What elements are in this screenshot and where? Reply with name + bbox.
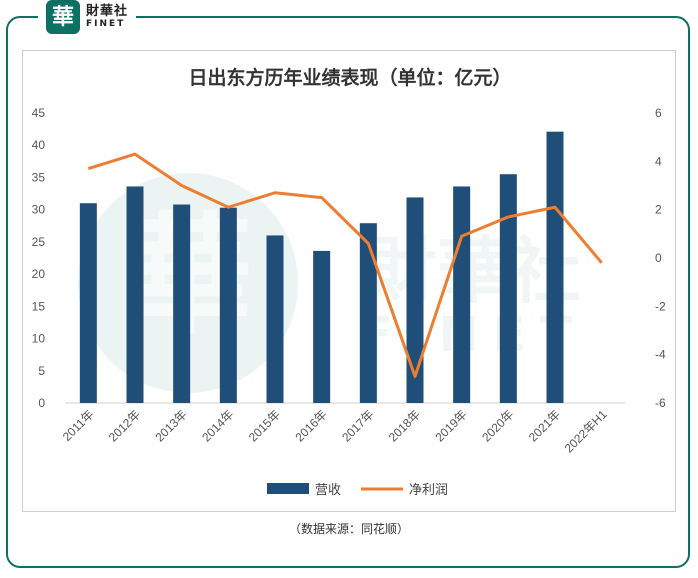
x-tick-label: 2017年 — [339, 407, 376, 444]
y-right-tick-label: -2 — [655, 299, 666, 313]
y-left-tick-label: 10 — [32, 332, 46, 346]
legend-revenue-label: 营收 — [315, 483, 341, 498]
y-left-tick-label: 45 — [32, 106, 46, 120]
y-left-tick-label: 15 — [32, 299, 46, 313]
bar-revenue-2021年 — [546, 131, 564, 403]
bar-revenue-2018年 — [406, 197, 424, 403]
y-right-tick-label: -4 — [655, 348, 666, 362]
y-left-tick-label: 20 — [32, 267, 46, 281]
bar-revenue-2019年 — [453, 186, 471, 403]
x-tick-label: 2021年 — [526, 407, 563, 444]
y-right-tick-label: 2 — [655, 203, 662, 217]
brand-logo: 華 財華社 FINET — [38, 0, 137, 34]
y-left-tick-label: 30 — [32, 203, 46, 217]
x-tick-label: 2019年 — [433, 407, 470, 444]
x-tick-label: 2020年 — [479, 407, 516, 444]
bar-revenue-2016年 — [313, 250, 331, 403]
x-tick-label: 2018年 — [386, 407, 423, 444]
legend-net-profit-label: 净利润 — [409, 483, 448, 498]
brand-name-en: FINET — [86, 19, 126, 29]
x-tick-label: 2015年 — [246, 407, 283, 444]
bar-revenue-2020年 — [499, 174, 517, 403]
bar-revenue-2015年 — [266, 235, 284, 403]
bar-revenue-2013年 — [173, 204, 191, 403]
chart-plot: 0 5 10 15 20 25 30 35 40 45 -6 -4 -2 0 2 4 6 2011年 2012年 20… — [32, 106, 666, 498]
legend-revenue-swatch — [267, 483, 309, 494]
y-right-tick-label: 4 — [655, 154, 662, 168]
y-right-tick-label: -6 — [655, 396, 666, 410]
bar-revenue-2014年 — [219, 207, 237, 403]
x-tick-label: 2014年 — [199, 407, 236, 444]
x-tick-label: 2013年 — [153, 407, 190, 444]
y-left-tick-label: 0 — [38, 396, 45, 410]
bar-revenue-2012年 — [126, 186, 144, 403]
brand-name-cn: 財華社 — [86, 4, 129, 19]
line-net-profit — [87, 152, 603, 378]
y-left-tick-label: 40 — [32, 138, 46, 152]
bar-revenue-2017年 — [359, 223, 377, 403]
bar-revenue-2011年 — [79, 203, 97, 403]
x-tick-label: 2012年 — [106, 407, 143, 444]
brand-name: 財華社 FINET — [86, 5, 128, 29]
y-left-tick-label: 5 — [38, 364, 45, 378]
y-right-tick-label: 0 — [655, 251, 662, 265]
x-tick-label: 2011年 — [60, 407, 97, 444]
y-left-tick-label: 25 — [32, 235, 46, 249]
y-left-tick-label: 35 — [32, 170, 46, 184]
x-tick-label: 2016年 — [293, 407, 330, 444]
x-tick-label: 2022年H1 — [562, 407, 610, 455]
chart-title: 日出东方历年业绩表现（单位：亿元） — [188, 67, 512, 89]
source-note: （数据来源：同花顺） — [288, 522, 409, 536]
chart-container: 華 財華社 FINET 日出东方历年业绩表现（单位：亿元） 0510152025… — [22, 50, 676, 512]
y-right-tick-label: 6 — [655, 106, 662, 120]
brand-seal-icon: 華 — [46, 0, 80, 34]
